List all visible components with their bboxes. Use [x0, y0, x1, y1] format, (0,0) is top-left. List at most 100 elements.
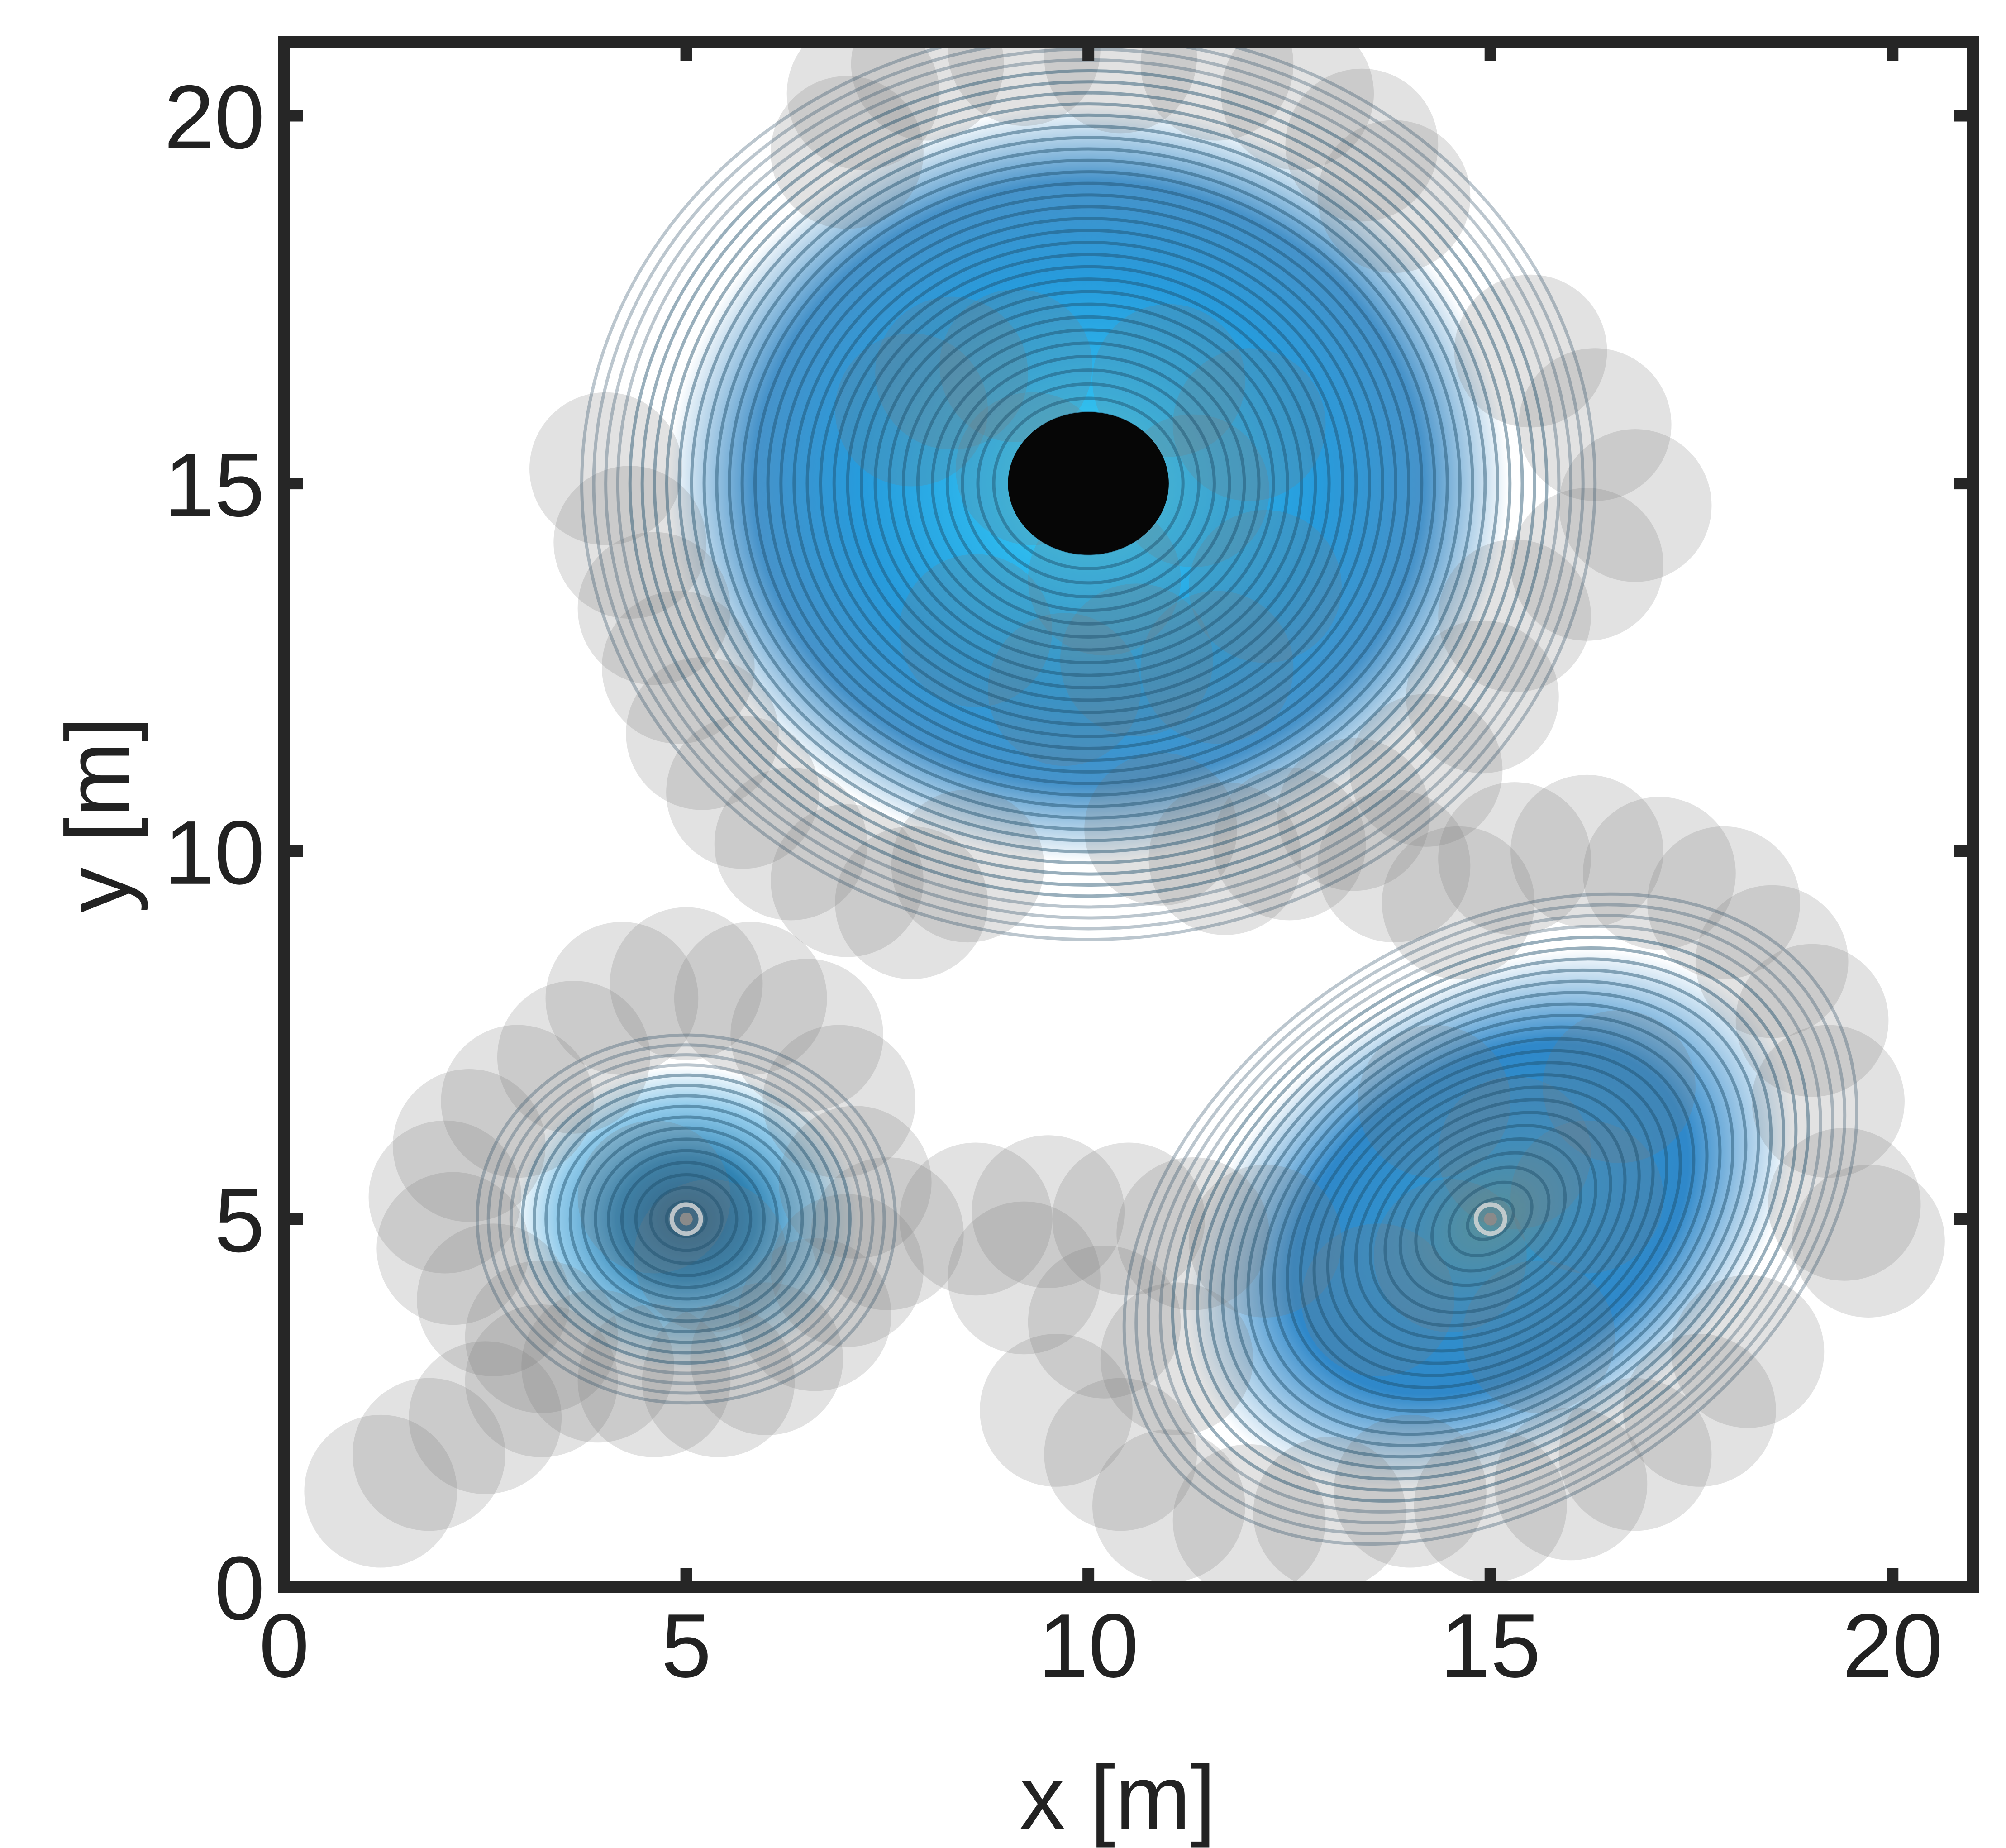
contour-ring — [690, 124, 1487, 842]
obstacle-disc — [988, 613, 1141, 766]
contour-ring — [1221, 979, 1760, 1459]
contour-ring — [1286, 1037, 1696, 1401]
contour-ring — [753, 181, 1424, 785]
obstacle-disc — [626, 657, 779, 810]
obstacle-disc — [1349, 694, 1503, 847]
contour-ring — [653, 91, 1524, 876]
obstacle-disc — [1438, 782, 1591, 935]
y-tick-label: 15 — [164, 435, 265, 535]
x-ticks: 0 5 10 15 20 — [259, 42, 1943, 1696]
contour-ring — [1196, 957, 1785, 1481]
obstacle-disc — [1358, 1025, 1511, 1178]
source-marker-dot — [680, 1213, 693, 1226]
contour-ring — [715, 147, 1462, 820]
contour-ring — [1299, 1049, 1682, 1390]
obstacle-disc — [465, 1304, 618, 1457]
obstacle-disc — [368, 1120, 522, 1274]
obstacle-disc — [465, 1260, 618, 1413]
obstacle-disc — [948, 42, 1101, 126]
contour-ring — [819, 241, 1358, 726]
contour-ring — [509, 1063, 863, 1375]
obstacle-disc — [376, 1172, 530, 1325]
contour-ring — [649, 1186, 724, 1252]
obstacle-disc — [1116, 1157, 1269, 1310]
obstacle-disc — [690, 1282, 843, 1436]
x-tick-label: 10 — [1038, 1595, 1139, 1696]
obstacle-disc — [1695, 885, 1849, 1038]
obstacle-disc — [529, 392, 682, 545]
contour-ring — [580, 42, 1596, 941]
contour-ring — [1312, 1061, 1668, 1377]
obstacle-disc — [980, 1334, 1133, 1487]
obstacle-disc — [610, 907, 763, 1060]
contour-lines — [476, 42, 1858, 1546]
obstacle-disc — [353, 1378, 505, 1531]
contour-ring — [1398, 1137, 1582, 1301]
contour-ring — [1383, 1124, 1597, 1314]
obstacle-disc — [875, 296, 1028, 450]
obstacle-disc — [1140, 591, 1294, 744]
contour-ring — [634, 1173, 739, 1265]
obstacle-disc — [1558, 1378, 1712, 1531]
obstacle-disc — [1189, 1165, 1342, 1318]
contour-ring — [846, 265, 1331, 702]
contour-ring — [556, 1104, 816, 1334]
contour-ring — [1183, 946, 1798, 1492]
contour-group-1 — [580, 42, 1596, 941]
contour-ring — [1430, 1165, 1551, 1273]
obstacle-disc — [304, 1414, 457, 1568]
obstacle-disc — [771, 76, 924, 229]
obstacle-disc — [899, 554, 1053, 707]
contour-ring — [832, 253, 1344, 714]
obstacle-disc — [1253, 1437, 1406, 1587]
obstacle-disc — [1382, 826, 1535, 979]
obstacle-disc — [545, 922, 699, 1075]
plot-area — [304, 42, 1945, 1587]
obstacle-disc — [1647, 826, 1800, 979]
contour-ring — [1340, 1085, 1641, 1353]
obstacle-disc — [1543, 1010, 1696, 1163]
obstacle-disc — [786, 42, 940, 170]
source-marker-dot — [1484, 1213, 1497, 1226]
axes-frame — [278, 36, 1979, 1593]
obstacle-disc — [1148, 782, 1302, 935]
contour-ring — [640, 80, 1536, 887]
contour-ring — [592, 42, 1585, 931]
contour-ring — [931, 341, 1246, 626]
obstacle-disc — [771, 1194, 924, 1347]
obstacle-disc — [1285, 68, 1439, 222]
contour-ring — [976, 382, 1201, 585]
contour-ring — [620, 1160, 753, 1277]
contour-ring — [476, 1033, 897, 1405]
contour-ring — [1234, 991, 1748, 1447]
y-tick-label: 20 — [164, 67, 265, 168]
contour-ring — [792, 217, 1384, 750]
obstacle-disc — [1277, 738, 1430, 891]
contour-ring — [992, 396, 1185, 570]
obstacle-disc — [642, 1304, 795, 1457]
obstacle-disc — [392, 1069, 546, 1222]
contour-ring — [544, 1094, 828, 1344]
contour-ring — [766, 193, 1410, 774]
contour-ring — [1326, 1073, 1655, 1365]
y-tick-label: 10 — [164, 802, 265, 903]
obstacle-disc — [674, 922, 827, 1075]
x-axis-title: x [m] — [1020, 1747, 1215, 1848]
y-tick-label: 0 — [214, 1538, 265, 1639]
obstacle-disc — [577, 532, 731, 685]
contour-ring — [581, 1126, 791, 1312]
contour-ring — [1246, 1002, 1734, 1436]
obstacle-disc — [1752, 1025, 1905, 1178]
obstacle-disc — [553, 466, 706, 619]
contour-ring — [521, 1073, 852, 1365]
obstacle-disc — [497, 981, 650, 1134]
contour-ring — [887, 302, 1289, 664]
y-ticks: 0 5 10 15 20 — [164, 67, 1973, 1639]
obstacle-disc — [939, 289, 1093, 442]
obstacle-disc — [441, 1025, 594, 1178]
obstacle-disc — [851, 42, 1004, 141]
obstacle-disc — [1052, 1142, 1205, 1296]
contour-ring — [740, 170, 1436, 797]
obstacle-disc — [1213, 767, 1366, 921]
